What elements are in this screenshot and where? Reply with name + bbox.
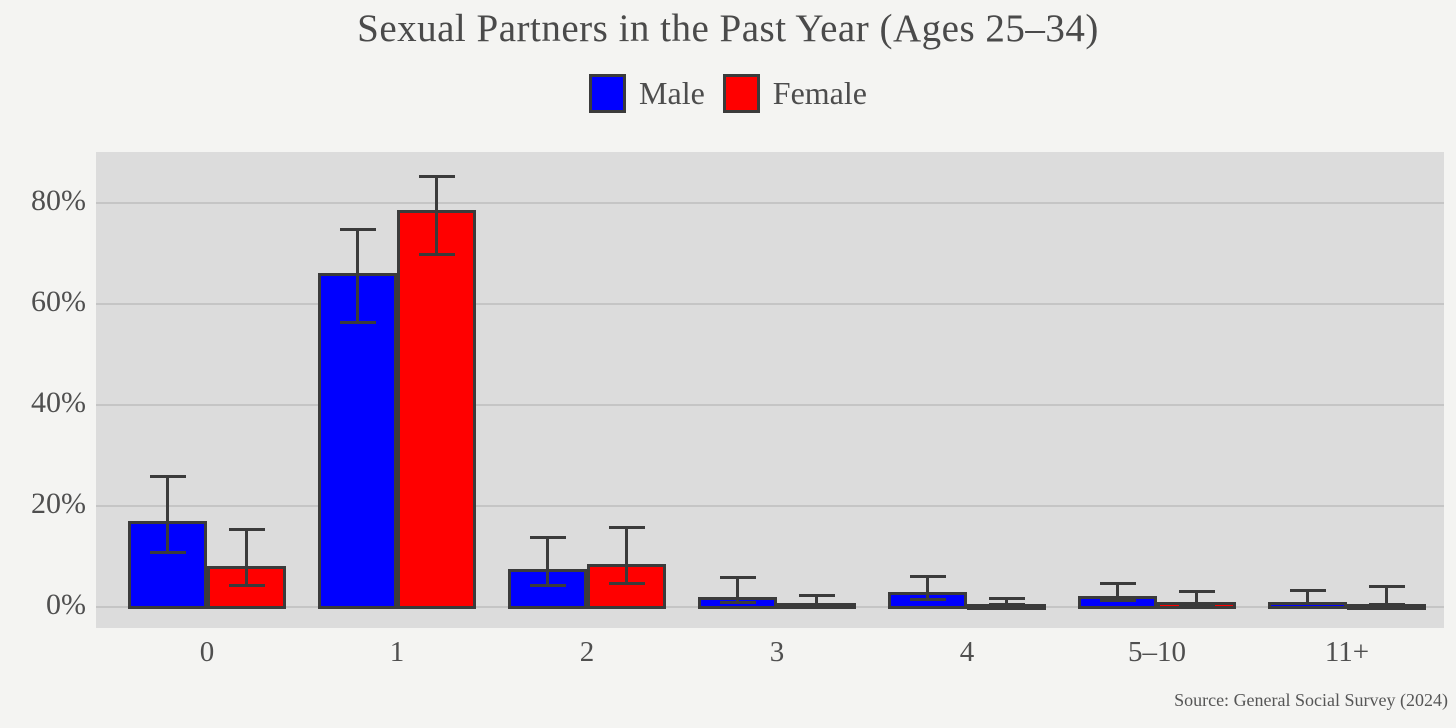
errorbar-cap-bottom — [418, 252, 455, 256]
errorbar-stem — [736, 576, 739, 605]
legend-item-female: Female — [722, 74, 867, 113]
gridline-80 — [96, 201, 1444, 204]
errorbar-stem — [1005, 596, 1008, 607]
errorbar-cap-bottom — [909, 597, 946, 601]
gridline-20 — [96, 504, 1444, 507]
errorbar-stem — [1385, 584, 1388, 607]
x-tick-label-3: 3 — [769, 636, 785, 668]
errorbar-female-2 — [608, 525, 645, 586]
errorbar-stem — [356, 227, 359, 324]
errorbar-female-1 — [418, 174, 455, 256]
errorbar-cap-bottom — [1368, 603, 1405, 607]
errorbar-stem — [815, 594, 818, 607]
errorbar-female-4 — [988, 596, 1025, 607]
errorbar-male-5–10 — [1099, 581, 1136, 602]
errorbar-stem — [1195, 589, 1198, 606]
bar-male-1 — [318, 273, 397, 609]
x-tick-label-5–10: 5–10 — [1128, 636, 1186, 668]
errorbar-male-11+ — [1289, 588, 1326, 606]
y-tick-label: 80% — [31, 183, 86, 217]
errorbar-cap-bottom — [719, 601, 756, 605]
errorbar-cap-bottom — [529, 583, 566, 587]
y-tick-label: 60% — [31, 284, 86, 318]
y-tick-label: 0% — [46, 587, 86, 621]
x-tick-label-2: 2 — [579, 636, 595, 668]
legend: Male Female — [0, 74, 1456, 113]
errorbar-stem — [625, 525, 628, 586]
errorbar-cap-bottom — [608, 582, 645, 586]
errorbar-male-0 — [149, 475, 186, 554]
errorbar-cap-bottom — [1289, 602, 1326, 606]
y-tick-label: 20% — [31, 486, 86, 520]
errorbar-cap-bottom — [988, 603, 1025, 607]
legend-swatch-female — [722, 74, 760, 113]
errorbar-stem — [166, 475, 169, 554]
source-note: Source: General Social Survey (2024) — [1174, 690, 1448, 710]
y-tick-label: 40% — [31, 385, 86, 419]
errorbar-female-3 — [798, 594, 835, 607]
errorbar-cap-bottom — [1178, 602, 1215, 606]
errorbar-male-2 — [529, 536, 566, 587]
x-tick-label-4: 4 — [959, 636, 975, 668]
chart-title: Sexual Partners in the Past Year (Ages 2… — [357, 7, 1099, 50]
errorbar-stem — [245, 528, 248, 587]
gridline-40 — [96, 403, 1444, 406]
x-tick-label-1: 1 — [389, 636, 405, 668]
errorbar-female-11+ — [1368, 584, 1405, 607]
errorbar-stem — [1116, 581, 1119, 602]
legend-label: Female — [772, 75, 867, 111]
errorbar-cap-bottom — [1099, 598, 1136, 602]
errorbar-cap-bottom — [339, 320, 376, 324]
errorbar-female-5–10 — [1178, 589, 1215, 606]
errorbar-stem — [926, 574, 929, 601]
legend-item-male: Male — [589, 74, 705, 113]
gridline-60 — [96, 302, 1444, 305]
errorbar-cap-bottom — [798, 603, 835, 607]
bar-male-0 — [128, 520, 207, 609]
errorbar-stem — [546, 536, 549, 587]
bar-female-1 — [397, 210, 476, 609]
errorbar-male-3 — [719, 576, 756, 605]
errorbar-cap-bottom — [228, 583, 265, 587]
errorbar-male-4 — [909, 574, 946, 601]
errorbar-male-1 — [339, 227, 376, 324]
errorbar-cap-bottom — [149, 550, 186, 554]
legend-swatch-male — [589, 74, 627, 113]
x-tick-label-11+: 11+ — [1324, 636, 1370, 668]
legend-label: Male — [639, 75, 705, 111]
errorbar-female-0 — [228, 528, 265, 587]
errorbar-stem — [435, 174, 438, 256]
plot-panel — [96, 152, 1444, 628]
errorbar-stem — [1306, 588, 1309, 606]
x-tick-label-0: 0 — [199, 636, 215, 668]
